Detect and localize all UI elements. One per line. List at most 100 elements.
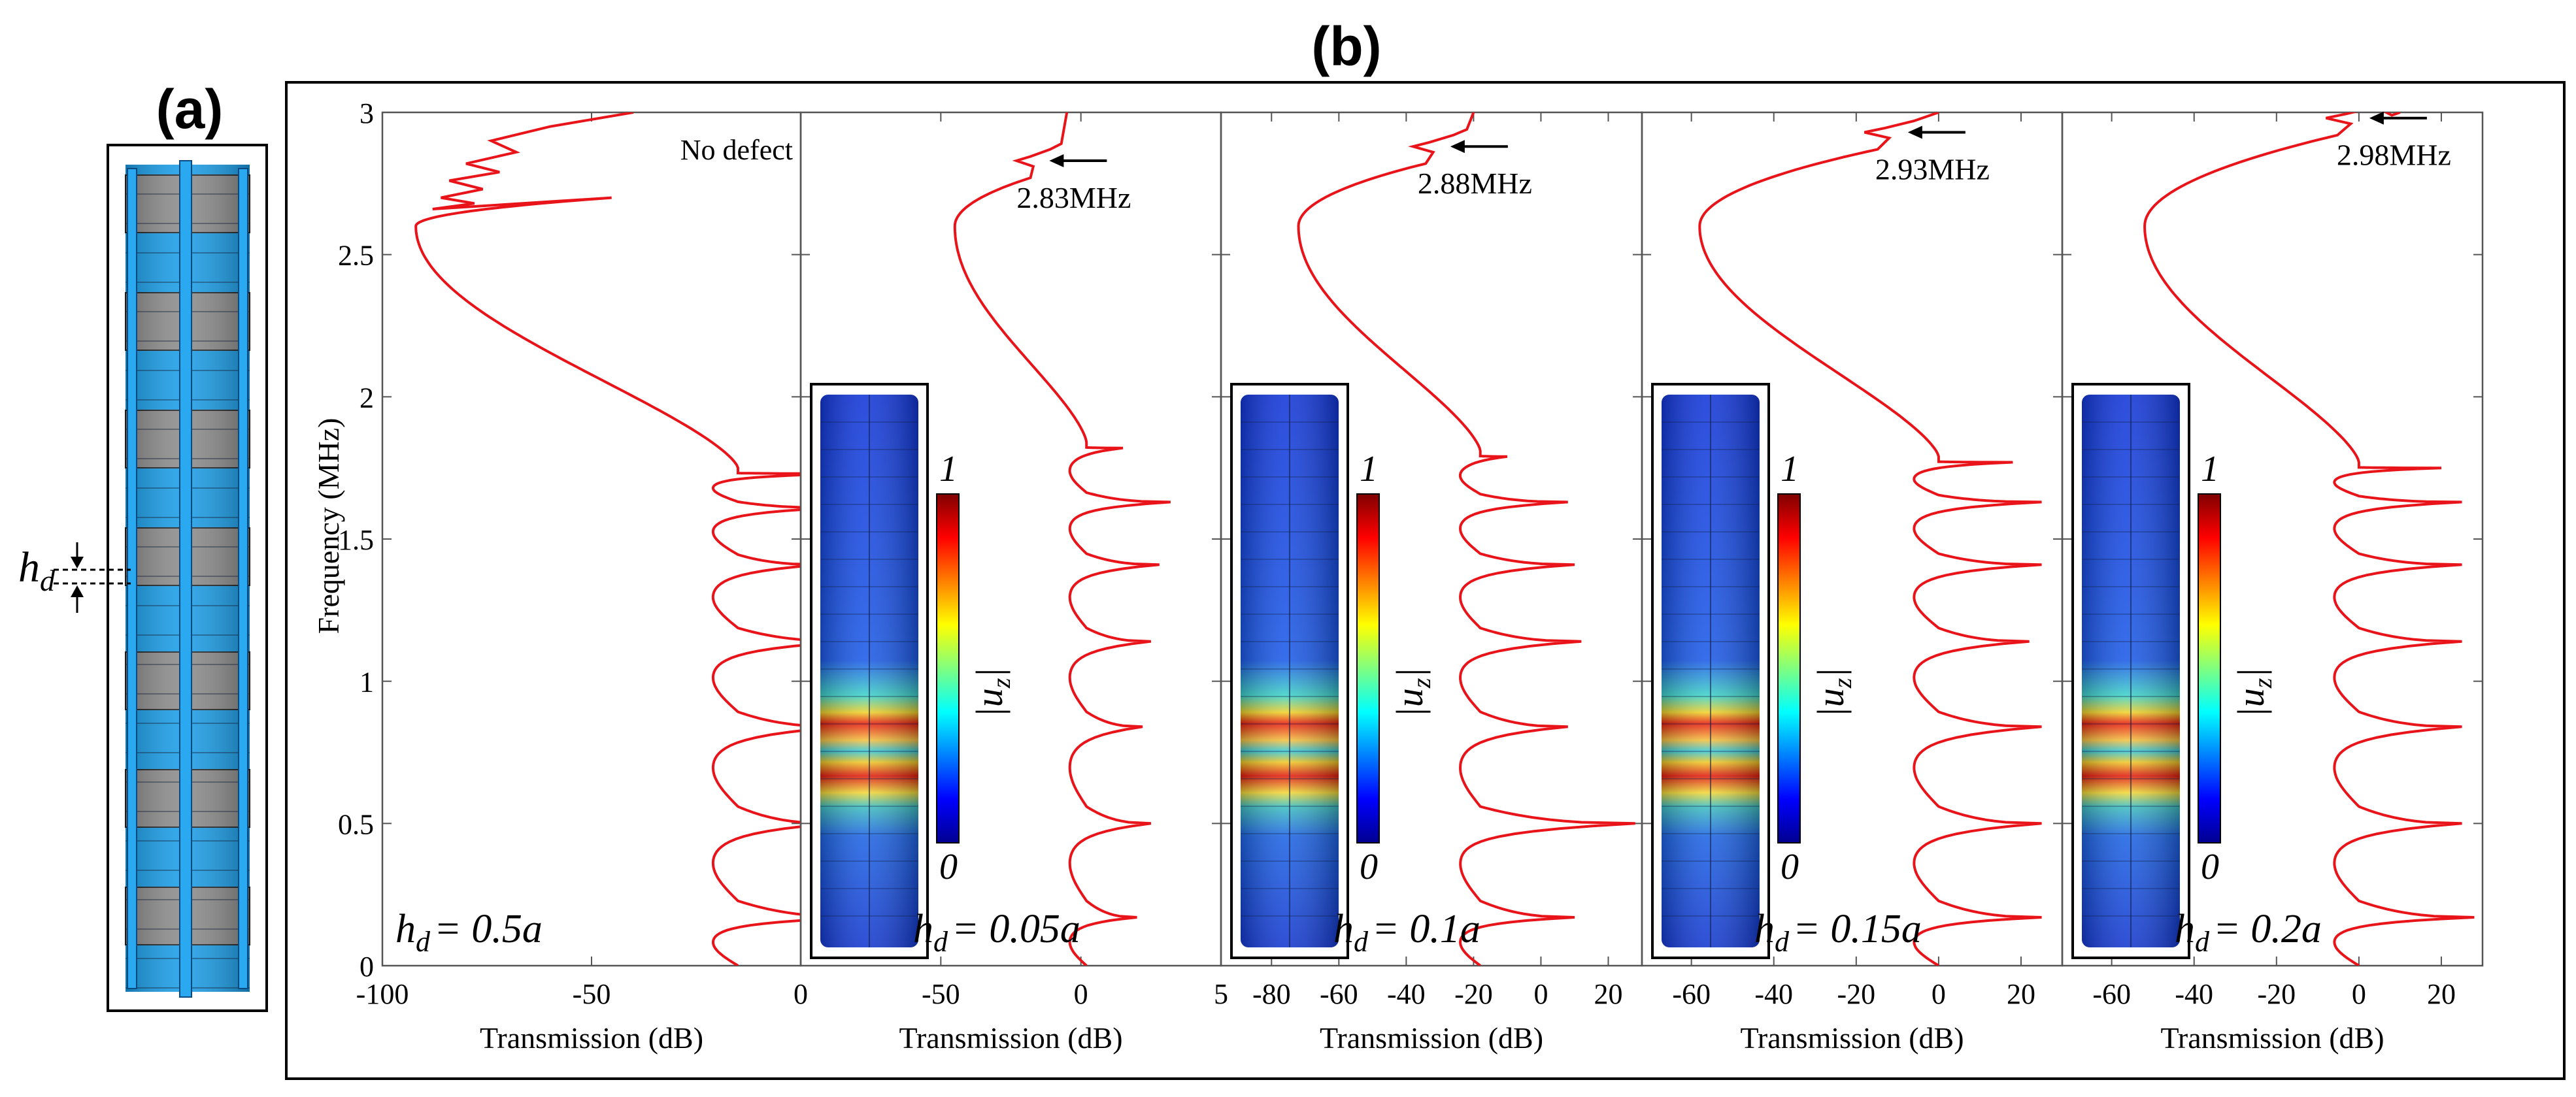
transmission-panels: -100 -50 0 Transmission (dB) No defect hd= 0.… [356,111,2484,1055]
defect-arrowhead [1049,154,1064,168]
colorbar-min: 0 [1360,847,1378,887]
hd-symbol: hd [18,544,56,597]
y-tick-labels: 0 0.5 1 1.5 2 2.5 3 [338,97,374,983]
transmission-curve [1698,112,2042,966]
colorbar: 1 0 |uz| [936,449,1016,887]
panel-hd-015: -60 -40 -20 0 20 Transmission (dB) 2.93MHz 1 0 |u… [1641,111,2064,1055]
x-tick-label: 0 [794,978,808,1010]
colorbar: 1 0 |uz| [2198,449,2277,887]
panel-b: (b) Frequency (MHz) 0 0.5 1 1.5 2 2.5 3 -100 -5… [285,16,2566,1080]
x-tick-label: -100 [356,978,409,1010]
colorbar: 1 0 |uz| [1777,449,1857,887]
x-tick-label: 20 [2007,978,2035,1010]
hd-value-label: hd= 0.15a [1754,907,1922,958]
x-axis-label: Transmission (dB) [2160,1021,2384,1055]
panel-a-label: (a) [156,78,224,140]
colorbar-min: 0 [1781,847,1799,887]
transmission-curve [953,112,1171,966]
defect-arrowhead [1450,140,1465,154]
x-tick-label: -50 [573,978,611,1010]
y-tick-label: 2.5 [338,240,374,272]
colorbar-gradient [1777,493,1801,843]
defect-frequency-label: 2.93MHz [1875,152,1990,186]
hd-arrowhead-down [71,557,84,568]
colorbar-gradient [1356,493,1380,843]
x-tick-label: 0 [1074,978,1088,1010]
x-tick-label: -40 [2175,978,2213,1010]
y-tick-label: 1 [360,666,374,698]
colorbar-max: 1 [1360,449,1378,489]
no-defect-note: No defect [680,134,793,166]
colorbar-max: 1 [2201,449,2219,489]
x-axis-label: Transmission (dB) [1320,1021,1543,1055]
y-tick-label: 3 [360,97,374,129]
x-tick-label: -60 [2092,978,2131,1010]
x-tick-label: -20 [1837,978,1875,1010]
defect-frequency-label: 2.83MHz [1016,181,1131,214]
panel-hd-005: -50 0 5 Transmission (dB) 2.83MHz 1 0 |uz| hd= 0… [799,111,1228,1055]
x-tick-label: 0 [2352,978,2366,1010]
hd-value-label: hd= 0.2a [2175,907,2322,958]
x-tick-label: 5 [1214,978,1228,1010]
y-axis-label: Frequency (MHz) [312,418,345,634]
x-tick-label: -20 [1454,978,1493,1010]
colorbar-max: 1 [1781,449,1799,489]
x-tick-label: -50 [922,978,960,1010]
transmission-curve [414,112,801,966]
hd-value-label: hd= 0.05a [913,907,1080,958]
panel-b-label: (b) [1311,16,1381,77]
mode-shape-inset [2071,383,2190,959]
defect-height-annotation: hd [18,542,131,613]
defect-arrowhead [1907,125,1922,139]
colorbar: 1 0 |uz| [1356,449,1436,887]
center-rod [179,160,192,998]
colorbar-gradient [936,493,960,843]
y-tick-label: 0.5 [338,808,374,840]
panel-b-frame [285,81,2566,1080]
y-tick-label: 0 [360,951,374,983]
panel-hd-02: -60 -40 -20 0 20 Transmission (dB) 2.98MHz 1 0 |u… [2061,111,2484,1055]
transmission-curve [1297,112,1635,966]
colorbar-quantity-label: |uz| [1809,668,1857,717]
x-tick-label: -40 [1754,978,1793,1010]
mode-shape-inset [810,383,929,959]
colorbar-min: 0 [2201,847,2219,887]
x-axis-label: Transmission (dB) [480,1021,703,1055]
x-axis-label: Transmission (dB) [899,1021,1122,1055]
panel-hd-01: -80 -60 -40 -20 0 20 Transmission (dB) 2.88MHz 1… [1220,111,1643,1055]
colorbar-quantity-label: |uz| [968,668,1016,717]
mode-shape-inset [1230,383,1349,959]
panel-a-frame [107,144,268,1012]
panel-no-defect: -100 -50 0 Transmission (dB) No defect hd= 0.… [356,111,808,1055]
x-tick-label: -80 [1252,978,1291,1010]
y-tick-label: 2 [360,382,374,414]
x-tick-label: 0 [1533,978,1548,1010]
transmission-curve [2143,112,2475,966]
x-tick-label: -40 [1387,978,1426,1010]
colorbar-quantity-label: |uz| [2230,668,2277,717]
x-tick-label: 20 [1594,978,1622,1010]
hd-value-label: hd= 0.5a [395,907,543,958]
right-rod [238,168,248,989]
x-tick-label: -20 [2257,978,2296,1010]
hd-arrowhead-up [71,585,84,597]
x-tick-label: -60 [1320,978,1358,1010]
y-tick-label: 1.5 [338,524,374,556]
defect-frequency-label: 2.88MHz [1418,167,1532,200]
x-axis-label: Transmission (dB) [1740,1021,1964,1055]
colorbar-max: 1 [939,449,958,489]
hd-value-label: hd= 0.1a [1333,907,1480,958]
panel-a: (a) hd [18,78,268,1012]
x-tick-label: 20 [2427,978,2456,1010]
colorbar-min: 0 [939,847,958,887]
defect-arrowhead [2369,111,2384,125]
mode-shape-inset [1651,383,1770,959]
left-rod [127,168,137,989]
colorbar-quantity-label: |uz| [1388,668,1436,717]
colorbar-gradient [2198,493,2221,843]
defect-frequency-label: 2.98MHz [2337,139,2451,172]
x-tick-label: 0 [1932,978,1946,1010]
phononic-cylinder [125,160,250,998]
x-tick-label: -60 [1672,978,1711,1010]
